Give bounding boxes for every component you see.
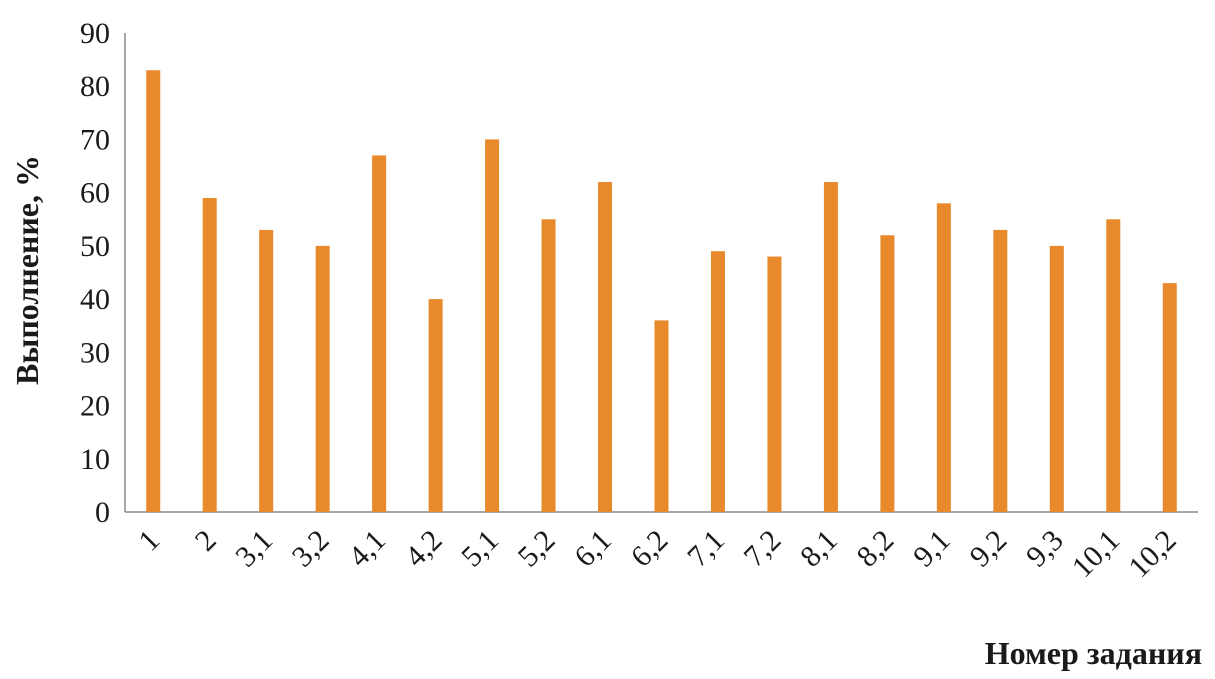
x-tick-label: 10,1 xyxy=(1066,524,1126,584)
y-tick-label: 60 xyxy=(80,177,110,210)
y-tick-label: 50 xyxy=(80,230,110,263)
x-tick-label: 5,2 xyxy=(512,524,562,574)
x-tick-label: 9,3 xyxy=(1020,524,1070,574)
y-tick-label: 90 xyxy=(80,17,110,50)
x-tick-label: 7,2 xyxy=(738,524,788,574)
bar xyxy=(315,245,330,512)
y-tick-label: 80 xyxy=(80,70,110,103)
bar xyxy=(428,299,443,512)
bar xyxy=(823,182,838,512)
bar xyxy=(767,256,782,512)
bar xyxy=(372,155,387,512)
bar xyxy=(710,251,725,512)
x-tick-label: 4,1 xyxy=(342,524,392,574)
y-tick-label: 20 xyxy=(80,390,110,423)
bar xyxy=(1106,219,1121,512)
x-tick-label: 4,2 xyxy=(399,524,449,574)
x-tick-label: 3,2 xyxy=(286,524,336,574)
x-axis-ticks: 1 2 3,1 3,2 4,1 4,2 5,1 5,2 6,1 6,2 7,1 7,2 8,1 8,2 9,… xyxy=(132,524,1182,584)
x-tick-label: 6,2 xyxy=(625,524,675,574)
x-tick-label: 1 xyxy=(132,524,166,558)
bar xyxy=(202,197,217,512)
x-tick-label: 5,1 xyxy=(455,524,505,574)
bar xyxy=(598,182,613,512)
x-tick-label: 9,1 xyxy=(907,524,957,574)
x-tick-label: 7,1 xyxy=(681,524,731,574)
x-tick-label: 3,1 xyxy=(229,524,279,574)
x-tick-label: 8,1 xyxy=(794,524,844,574)
x-axis-title: Номер задания xyxy=(985,635,1202,671)
bar xyxy=(1049,245,1064,512)
x-tick-label: 10,2 xyxy=(1122,524,1182,584)
bar xyxy=(485,139,500,512)
bar xyxy=(1162,283,1177,512)
y-axis-ticks: 0 10 20 30 40 50 60 70 80 90 xyxy=(80,17,110,529)
bar xyxy=(259,229,274,512)
bar xyxy=(993,229,1008,512)
x-tick-label: 8,2 xyxy=(850,524,900,574)
bars xyxy=(146,70,1177,513)
y-tick-label: 30 xyxy=(80,336,110,369)
bar xyxy=(654,320,669,512)
bar xyxy=(541,219,556,512)
x-tick-label: 9,2 xyxy=(963,524,1013,574)
x-tick-label: 6,1 xyxy=(568,524,618,574)
y-axis-title: Выполнение, % xyxy=(9,155,45,385)
bar xyxy=(936,203,951,513)
bar xyxy=(146,70,161,512)
y-tick-label: 40 xyxy=(80,283,110,316)
x-tick-label: 2 xyxy=(189,524,223,558)
y-tick-label: 10 xyxy=(80,443,110,476)
y-tick-label: 70 xyxy=(80,123,110,156)
bar xyxy=(880,235,895,512)
y-tick-label: 0 xyxy=(95,496,110,529)
